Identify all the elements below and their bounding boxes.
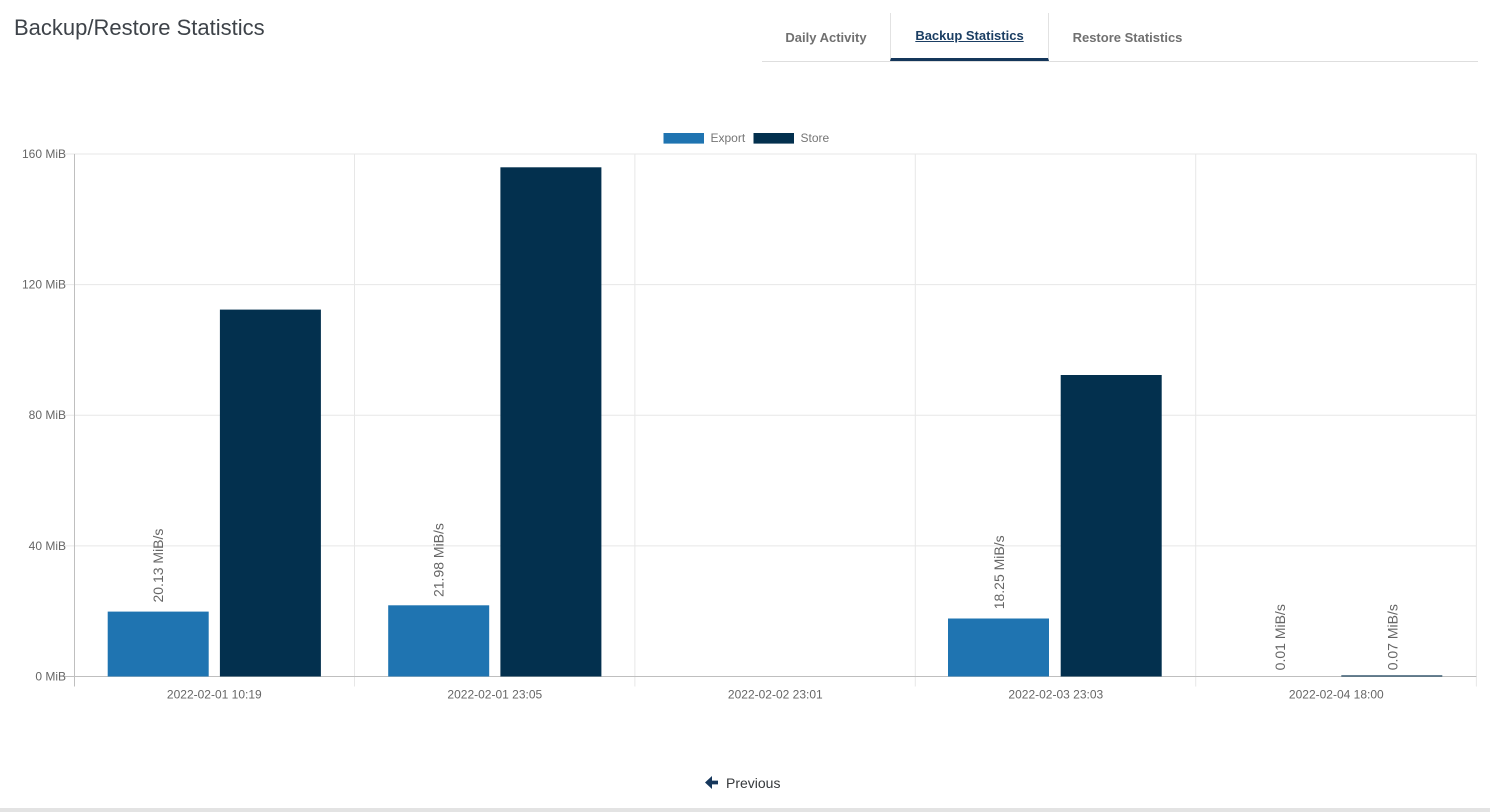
svg-text:18.25 MiB/s: 18.25 MiB/s <box>991 535 1007 609</box>
svg-text:120 MiB: 120 MiB <box>22 278 66 292</box>
svg-text:80 MiB: 80 MiB <box>29 408 66 422</box>
svg-text:160 MiB: 160 MiB <box>22 147 66 161</box>
svg-text:0 MiB: 0 MiB <box>35 670 66 684</box>
svg-text:2022-02-02 23:01: 2022-02-02 23:01 <box>728 687 823 701</box>
svg-text:2022-02-03 23:03: 2022-02-03 23:03 <box>1008 687 1103 701</box>
svg-text:Export: Export <box>711 131 746 145</box>
svg-text:2022-02-01 23:05: 2022-02-01 23:05 <box>447 687 542 701</box>
svg-text:2022-02-04 18:00: 2022-02-04 18:00 <box>1289 687 1384 701</box>
svg-text:0.01 MiB/s: 0.01 MiB/s <box>1272 604 1288 670</box>
svg-text:20.13 MiB/s: 20.13 MiB/s <box>150 529 166 603</box>
svg-text:0.07 MiB/s: 0.07 MiB/s <box>1384 604 1400 670</box>
svg-text:2022-02-01 10:19: 2022-02-01 10:19 <box>167 687 262 701</box>
svg-text:Store: Store <box>801 131 830 145</box>
svg-text:21.98 MiB/s: 21.98 MiB/s <box>431 523 447 597</box>
svg-text:40 MiB: 40 MiB <box>29 539 66 553</box>
